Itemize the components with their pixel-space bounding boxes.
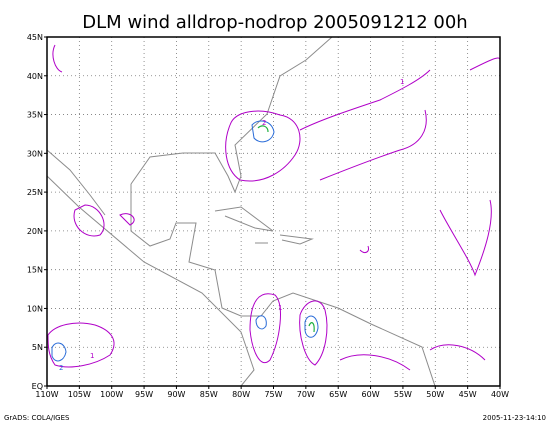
y-tick-label: 20N	[27, 227, 43, 236]
contour	[249, 293, 281, 363]
x-tick-label: 40W	[491, 390, 509, 399]
x-tick-label: 105W	[68, 390, 91, 399]
footer-timestamp: 2005-11-23-14:10	[483, 414, 546, 422]
contour	[73, 204, 135, 237]
island	[279, 234, 314, 245]
y-tick-label: 5N	[32, 343, 43, 352]
y-tick-label: 40N	[27, 72, 43, 81]
x-tick-label: 50W	[426, 390, 444, 399]
contour-label: 1	[400, 78, 404, 86]
x-tick-label: 65W	[329, 390, 347, 399]
x-tick-label: 100W	[100, 390, 123, 399]
x-tick-label: 80W	[232, 390, 250, 399]
island	[214, 206, 274, 232]
contours	[47, 44, 501, 371]
y-tick-label: 10N	[27, 304, 43, 313]
x-tick-label: 45W	[459, 390, 477, 399]
y-tick-label: EQ	[32, 382, 43, 391]
coastline	[130, 184, 436, 387]
contour	[304, 315, 319, 338]
contour	[299, 69, 431, 181]
coastlines	[46, 36, 436, 387]
contour-labels: 2 1 1 2 1	[59, 78, 404, 372]
x-tick-label: 95W	[135, 390, 153, 399]
x-tick-label: 90W	[167, 390, 185, 399]
y-tick-label: 15N	[27, 266, 43, 275]
contour	[257, 125, 315, 333]
contour	[47, 322, 115, 368]
x-tick-label: 70W	[297, 390, 315, 399]
tick-labels: 110W 105W 100W 95W 90W 85W 80W 75W 70W 65W 60W 55W 5…	[27, 33, 509, 399]
y-tick-label: 30N	[27, 149, 43, 158]
footer-credit: GrADS: COLA/IGES	[4, 414, 70, 422]
y-tick-label: 35N	[27, 111, 43, 120]
coastline	[130, 36, 333, 194]
x-tick-label: 75W	[264, 390, 282, 399]
contour-label: 1	[278, 304, 282, 312]
map-title: DLM wind alldrop-nodrop 2005091212 00h	[82, 12, 467, 33]
contour	[255, 315, 267, 330]
contour	[251, 120, 275, 143]
coastline	[46, 175, 255, 387]
contour-label: 2	[262, 119, 266, 127]
y-tick-label: 45N	[27, 33, 43, 42]
contour-label: 2	[59, 364, 63, 372]
x-tick-label: 85W	[200, 390, 218, 399]
contour	[225, 110, 301, 182]
x-tick-label: 60W	[362, 390, 380, 399]
x-tick-label: 55W	[394, 390, 412, 399]
contour-label: 1	[90, 352, 94, 360]
contour	[339, 245, 486, 371]
contour	[299, 300, 328, 366]
x-tick-label: 110W	[35, 390, 58, 399]
contour	[51, 342, 67, 362]
y-tick-label: 25N	[27, 188, 43, 197]
coastline	[46, 149, 106, 216]
